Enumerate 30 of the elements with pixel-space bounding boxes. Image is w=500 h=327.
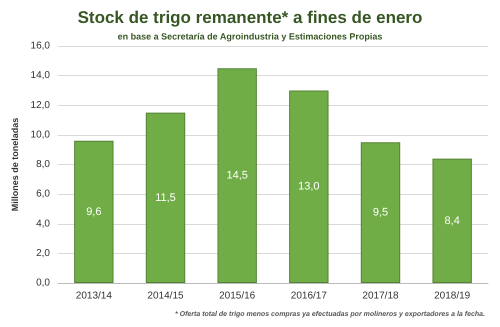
x-tick-label: 2014/15 (147, 290, 184, 302)
data-label: 9,5 (372, 206, 388, 219)
x-tick-label: 2017/18 (362, 290, 400, 302)
bar (289, 90, 329, 283)
y-tick-label: 8,0 (36, 159, 50, 170)
bar (360, 142, 400, 283)
y-tick-label: 14,0 (30, 70, 50, 82)
y-tick-label: 2,0 (36, 248, 50, 259)
x-tick-label: 2016/17 (290, 290, 328, 302)
data-label: 8,4 (444, 214, 460, 227)
x-tick-label: 2015/16 (219, 290, 256, 302)
bar (217, 68, 257, 283)
data-label: 11,5 (155, 192, 176, 204)
y-tick-label: 10,0 (30, 129, 50, 140)
y-tick-label: 16,0 (30, 40, 50, 52)
data-label: 13,0 (298, 180, 320, 193)
y-axis-title: Millones de toneladas (10, 118, 20, 212)
y-tick-label: 0,0 (36, 278, 50, 288)
x-tick-label: 2018/19 (434, 290, 471, 302)
x-tick-label: 2013/14 (76, 290, 112, 302)
bar (146, 112, 186, 283)
bar (432, 158, 472, 283)
chart-title: Stock de trigo remanente* a fines de enero (78, 8, 422, 27)
y-tick-label: 4,0 (36, 218, 50, 230)
data-label: 14,5 (226, 170, 248, 182)
y-tick-label: 12,0 (30, 100, 50, 111)
data-label: 9,6 (86, 206, 102, 218)
bar (74, 140, 114, 283)
chart-subtitle: en base a Secretaría de Agroindustria y Estimaciones Propias (118, 32, 382, 42)
y-tick-label: 6,0 (36, 188, 50, 200)
